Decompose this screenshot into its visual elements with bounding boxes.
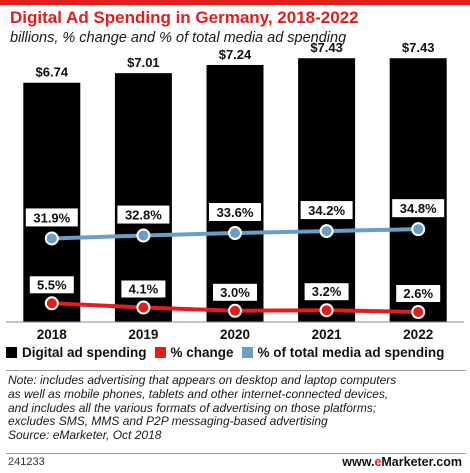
- chart-subtitle: billions, % change and % of total media …: [10, 30, 347, 46]
- note-line: excludes SMS, MMS and P2P messaging-base…: [8, 414, 328, 429]
- change-point: [319, 303, 334, 318]
- legend-swatch-change: [154, 347, 166, 358]
- share-value-label: 33.6%: [217, 205, 254, 220]
- change-label-bg: [396, 285, 441, 302]
- change-value-label: 3.2%: [312, 284, 342, 299]
- x-tick-label: 2022: [403, 327, 433, 342]
- footer-divider: [6, 453, 466, 454]
- change-point: [228, 303, 242, 318]
- share-label-bg: [300, 201, 353, 220]
- brand-link[interactable]: www.eMarketer.com: [342, 455, 462, 469]
- legend-label-share: % of total media ad spending: [257, 345, 445, 360]
- bar-value-label: $7.24: [219, 47, 252, 62]
- share-label-bg: [392, 199, 445, 218]
- brand-e: e: [374, 455, 382, 469]
- note-line: and includes all the various formats of …: [8, 400, 377, 415]
- change-label-bg: [121, 280, 166, 298]
- x-tick-label: 2021: [312, 327, 343, 342]
- change-value-label: 2.6%: [403, 286, 433, 301]
- share-label-bg: [117, 205, 170, 224]
- share-point: [228, 226, 242, 240]
- legend-item-spending: Digital ad spending: [6, 345, 147, 360]
- share-label-bg: [25, 208, 78, 227]
- bar-spending: [206, 64, 264, 322]
- share-point: [319, 224, 334, 239]
- bar-value-label: $7.01: [127, 55, 160, 70]
- bar-value-label: $7.43: [402, 40, 435, 55]
- source-line: Source: eMarketer, Oct 2018: [8, 428, 162, 443]
- change-point: [136, 300, 151, 315]
- bar-spending: [298, 58, 356, 323]
- change-value-label: 4.1%: [129, 282, 159, 297]
- brand-prefix: www.: [342, 455, 375, 469]
- x-tick-label: 2018: [37, 327, 68, 342]
- chart-note: Note: includes advertising that appears …: [8, 373, 463, 443]
- x-tick-label: 2019: [128, 327, 158, 342]
- share-point: [136, 228, 151, 243]
- share-value-label: 34.2%: [308, 203, 345, 218]
- share-label-bg: [209, 203, 261, 221]
- legend-item-share: % of total media ad spending: [241, 345, 445, 360]
- change-point: [44, 296, 59, 311]
- bar-value-label: $6.74: [36, 65, 69, 80]
- legend-label-spending: Digital ad spending: [22, 345, 147, 360]
- bar-value-label: $7.43: [310, 40, 343, 55]
- note-line: as well as mobile phones, tablets and ot…: [8, 386, 389, 401]
- chart-id: 241233: [8, 456, 45, 468]
- change-label-bg: [29, 276, 74, 294]
- share-value-label: 31.9%: [33, 210, 70, 225]
- share-point: [411, 222, 426, 237]
- legend-item-change: % change: [154, 345, 234, 360]
- legend-label-change: % change: [170, 345, 234, 360]
- x-tick-label: 2020: [220, 327, 250, 342]
- chart-plot: $6.74 $7.01 $7.24 $7.43 $7.43 31.9% 32.8% 33.6%…: [6, 40, 464, 342]
- share-point: [44, 231, 59, 246]
- chart-legend: Digital ad spending % change % of total …: [6, 345, 444, 360]
- change-label-bg: [213, 283, 257, 301]
- legend-swatch-share: [241, 347, 253, 358]
- change-label-bg: [304, 283, 349, 301]
- share-value-label: 32.8%: [125, 208, 162, 223]
- chart-title: Digital Ad Spending in Germany, 2018-202…: [10, 8, 359, 27]
- change-value-label: 3.0%: [220, 285, 250, 300]
- change-value-label: 5.5%: [37, 277, 67, 292]
- change-point: [411, 305, 426, 319]
- note-line: Note: includes advertising that appears …: [8, 373, 397, 387]
- share-value-label: 34.8%: [400, 201, 437, 216]
- brand-rest: Marketer.com: [381, 455, 462, 469]
- note-divider: [6, 370, 466, 371]
- bar-spending: [389, 58, 447, 323]
- legend-swatch-spending: [6, 347, 17, 358]
- top-accent-rule: [0, 0, 470, 5]
